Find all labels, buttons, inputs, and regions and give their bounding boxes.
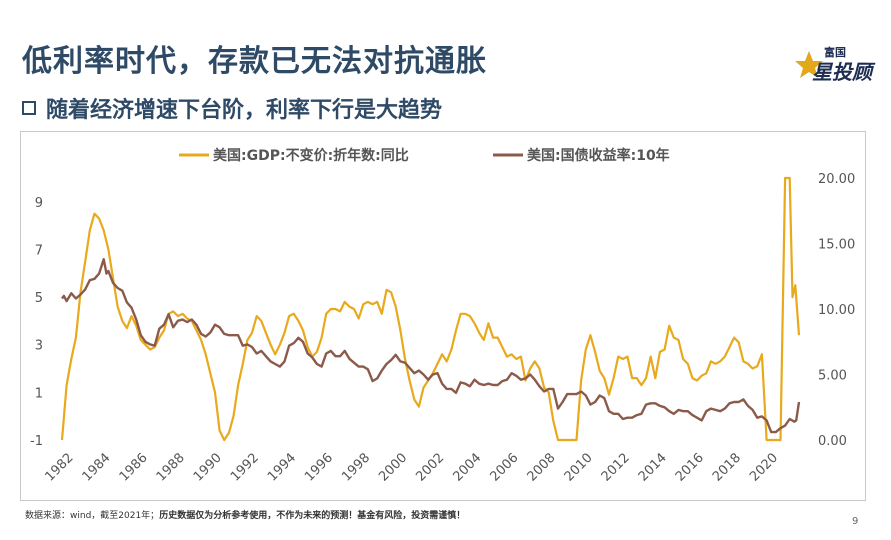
right-tick-label: 15.00 bbox=[818, 238, 855, 253]
x-tick-label: 1986 bbox=[117, 451, 151, 485]
checkbox-icon bbox=[22, 101, 36, 115]
treasury-yield-line bbox=[61, 258, 801, 434]
left-tick-label: 7 bbox=[35, 243, 43, 258]
left-axis: -1 1 3 5 7 9 bbox=[30, 196, 43, 449]
left-tick-label: 3 bbox=[35, 339, 43, 354]
legend-label-gdp: 美国:GDP:不变价:折年数:同比 bbox=[213, 147, 409, 164]
x-tick-label: 1994 bbox=[265, 451, 299, 485]
subtitle-text: 随着经济增速下台阶，利率下行是大趋势 bbox=[46, 98, 443, 123]
left-tick-label: 9 bbox=[35, 196, 43, 211]
x-axis: 1982 1984 1986 1988 1990 1992 1994 1996 1998 2000… bbox=[43, 451, 782, 485]
series-layer bbox=[60, 176, 801, 442]
legend: 美国:GDP:不变价:折年数:同比 美国:国债收益率:10年 bbox=[179, 147, 670, 164]
disclaimer: 历史数据仅为分析参考使用，不作为未来的预测！基金有风险，投资需谨慎！ bbox=[159, 511, 466, 521]
footnote: 数据来源：wind，截至2021年；历史数据仅为分析参考使用，不作为未来的预测！… bbox=[25, 508, 465, 521]
line-chart: 美国:GDP:不变价:折年数:同比 美国:国债收益率:10年 -1 1 3 5 7 9 0… bbox=[30, 147, 855, 485]
x-tick-label: 1982 bbox=[43, 451, 77, 485]
left-tick-label: 5 bbox=[35, 291, 43, 306]
x-tick-label: 1996 bbox=[302, 451, 336, 485]
logo-main-text: 星投顾 bbox=[812, 60, 872, 84]
x-tick-label: 1990 bbox=[191, 451, 225, 485]
x-tick-label: 1992 bbox=[228, 451, 262, 485]
x-tick-label: 2014 bbox=[636, 451, 670, 485]
right-tick-label: 10.00 bbox=[818, 303, 855, 318]
x-tick-label: 2004 bbox=[450, 451, 484, 485]
section-subtitle: 随着经济增速下台阶，利率下行是大趋势 bbox=[22, 92, 442, 124]
page-title: 低利率时代，存款已无法对抗通胀 bbox=[22, 44, 487, 79]
right-tick-label: 5.00 bbox=[818, 369, 847, 384]
x-tick-label: 2008 bbox=[525, 451, 559, 485]
x-tick-label: 1998 bbox=[339, 451, 373, 485]
star-icon bbox=[795, 51, 823, 78]
x-tick-label: 2018 bbox=[710, 451, 744, 485]
chart-frame: 美国:GDP:不变价:折年数:同比 美国:国债收益率:10年 -1 1 3 5 7 9 0… bbox=[20, 131, 866, 501]
gdp-growth-line bbox=[60, 176, 801, 442]
logo-small-text: 富国 bbox=[824, 46, 846, 59]
x-tick-label: 2010 bbox=[562, 451, 596, 485]
x-tick-label: 1984 bbox=[80, 451, 114, 485]
right-tick-label: 20.00 bbox=[818, 172, 855, 187]
x-tick-label: 2020 bbox=[747, 451, 781, 485]
x-tick-label: 1988 bbox=[154, 451, 188, 485]
x-tick-label: 2012 bbox=[599, 451, 633, 485]
x-tick-label: 2016 bbox=[673, 451, 707, 485]
x-tick-label: 2006 bbox=[488, 451, 522, 485]
legend-label-treasury: 美国:国债收益率:10年 bbox=[527, 147, 670, 164]
x-tick-label: 2002 bbox=[413, 451, 447, 485]
x-tick-label: 2000 bbox=[376, 451, 410, 485]
page-number: 9 bbox=[852, 516, 859, 527]
right-axis: 0.00 5.00 10.00 15.00 20.00 bbox=[818, 172, 855, 449]
right-tick-label: 0.00 bbox=[818, 434, 847, 449]
left-tick-label: 1 bbox=[35, 386, 43, 401]
left-tick-label: -1 bbox=[30, 434, 43, 449]
data-source: 数据来源：wind，截至2021年； bbox=[25, 511, 160, 521]
